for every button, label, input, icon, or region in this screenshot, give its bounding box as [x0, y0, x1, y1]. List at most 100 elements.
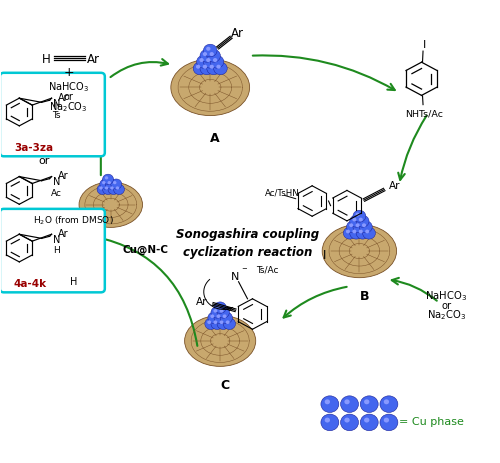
Text: +: +	[63, 66, 74, 79]
Circle shape	[113, 181, 116, 185]
Circle shape	[353, 221, 366, 233]
Circle shape	[346, 221, 360, 233]
Circle shape	[356, 228, 369, 239]
Text: = Cu phase: = Cu phase	[399, 416, 464, 426]
Circle shape	[196, 56, 210, 69]
Circle shape	[200, 63, 213, 75]
Circle shape	[222, 315, 226, 319]
Text: Ac/TsHN: Ac/TsHN	[265, 188, 300, 197]
Circle shape	[102, 185, 114, 195]
Circle shape	[210, 315, 214, 319]
Circle shape	[380, 414, 398, 431]
Text: Na$_2$CO$_3$: Na$_2$CO$_3$	[426, 307, 466, 321]
Circle shape	[100, 180, 111, 190]
Circle shape	[220, 313, 232, 324]
Text: Ar: Ar	[58, 170, 68, 181]
Circle shape	[100, 187, 103, 190]
Text: Ar: Ar	[58, 92, 68, 102]
Circle shape	[214, 313, 226, 324]
Text: 3a-3za: 3a-3za	[14, 143, 53, 153]
Circle shape	[97, 185, 108, 195]
Circle shape	[205, 319, 217, 330]
Circle shape	[216, 66, 220, 69]
Circle shape	[116, 187, 119, 190]
Circle shape	[208, 313, 220, 324]
Text: Ts: Ts	[52, 110, 60, 119]
Circle shape	[214, 321, 218, 324]
Ellipse shape	[171, 60, 250, 116]
Circle shape	[220, 309, 224, 313]
Circle shape	[220, 321, 224, 324]
Text: N: N	[52, 98, 60, 108]
Circle shape	[362, 224, 366, 228]
Circle shape	[353, 211, 366, 223]
Circle shape	[114, 185, 124, 195]
Circle shape	[356, 213, 360, 217]
Text: NaHCO$_3$: NaHCO$_3$	[426, 289, 468, 303]
Text: Ts/Ac: Ts/Ac	[256, 265, 278, 274]
Circle shape	[204, 45, 217, 58]
Circle shape	[364, 400, 370, 405]
Circle shape	[352, 218, 356, 222]
Ellipse shape	[79, 182, 142, 228]
Circle shape	[217, 319, 230, 330]
Circle shape	[111, 180, 122, 190]
Circle shape	[105, 187, 108, 190]
Circle shape	[346, 230, 350, 234]
Text: N: N	[52, 176, 60, 187]
Text: Ar: Ar	[196, 296, 207, 307]
Circle shape	[362, 228, 376, 239]
Text: H: H	[70, 276, 77, 286]
Text: $^{-}$: $^{-}$	[242, 266, 248, 275]
Circle shape	[344, 418, 350, 423]
Circle shape	[214, 302, 226, 313]
Circle shape	[217, 307, 230, 319]
Circle shape	[202, 66, 207, 69]
FancyBboxPatch shape	[0, 209, 105, 293]
Circle shape	[106, 180, 117, 190]
Text: Ar: Ar	[231, 27, 244, 40]
Text: or: or	[442, 300, 452, 310]
Circle shape	[360, 414, 378, 431]
Circle shape	[324, 418, 330, 423]
Text: Cu@N-C: Cu@N-C	[122, 244, 168, 254]
Circle shape	[211, 307, 223, 319]
Circle shape	[204, 56, 217, 69]
Text: or: or	[38, 155, 50, 165]
Circle shape	[200, 59, 203, 63]
Circle shape	[223, 319, 235, 330]
Ellipse shape	[322, 225, 396, 278]
Text: Na$_2$CO$_3$: Na$_2$CO$_3$	[50, 100, 88, 113]
Circle shape	[193, 63, 207, 75]
Circle shape	[202, 53, 207, 57]
Circle shape	[384, 400, 389, 405]
Text: A: A	[210, 131, 220, 144]
Circle shape	[356, 224, 360, 228]
Text: Ar: Ar	[58, 228, 68, 238]
Circle shape	[210, 56, 224, 69]
Circle shape	[110, 187, 114, 190]
Text: 4a-4k: 4a-4k	[14, 278, 47, 288]
Circle shape	[349, 224, 353, 228]
Circle shape	[360, 396, 378, 413]
Text: NHTs/Ac: NHTs/Ac	[405, 110, 443, 119]
Text: Ac: Ac	[51, 188, 62, 198]
Circle shape	[214, 63, 227, 75]
Text: B: B	[360, 289, 369, 302]
Circle shape	[344, 400, 350, 405]
Text: I: I	[323, 248, 326, 261]
Text: H$_2$O (from DMSO): H$_2$O (from DMSO)	[33, 214, 114, 227]
Circle shape	[226, 321, 230, 324]
Text: or: or	[64, 92, 74, 102]
Circle shape	[206, 59, 210, 63]
Circle shape	[196, 66, 200, 69]
Circle shape	[206, 48, 210, 52]
Text: Ar: Ar	[87, 52, 100, 65]
Circle shape	[384, 418, 389, 423]
Text: N: N	[231, 272, 239, 282]
Circle shape	[216, 315, 220, 319]
FancyBboxPatch shape	[0, 74, 105, 157]
Text: N: N	[52, 234, 60, 244]
Text: C: C	[220, 378, 230, 391]
Circle shape	[200, 50, 213, 63]
